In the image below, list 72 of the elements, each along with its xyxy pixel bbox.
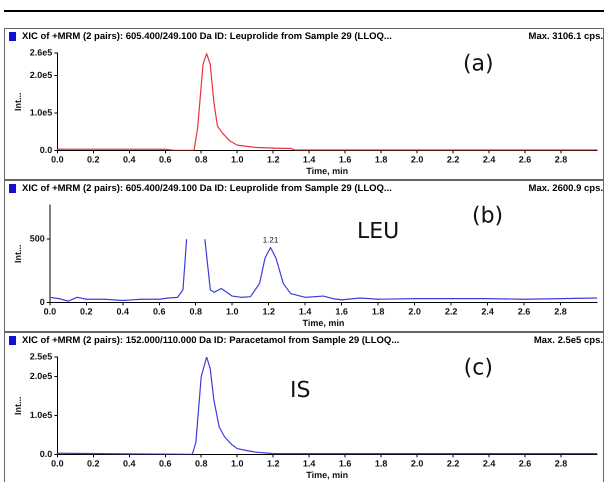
y-tick-label: 1.0e5 [30, 410, 52, 420]
chart-title: XIC of +MRM (2 pairs): 605.400/249.100 Da ID: Leuprolide from Sample 29 (LLOQ... [22, 30, 393, 42]
text: Max. 2.5e5 cps. [534, 334, 603, 346]
x-tick-label: 1.0 [230, 458, 244, 468]
y-tick-label: 2.0e5 [30, 370, 52, 381]
x-tick-label: 1.4 [298, 306, 312, 316]
x-tick-label: 2.8 [554, 154, 568, 164]
y-tick-label: 0 [40, 296, 45, 307]
y-tick-label: 500 [30, 234, 45, 244]
x-tick-label: 0.6 [152, 306, 166, 316]
annotation: (a) [462, 51, 494, 76]
x-tick-label: 1.8 [372, 306, 384, 316]
x-tick-label: 0.8 [194, 458, 208, 468]
x-tick-label: 2.8 [554, 306, 567, 316]
annotation: IS [290, 378, 310, 403]
chart-title: XIC of +MRM (2 pairs): 605.400/249.100 Da ID: Leuprolide from Sample 29 (LLOQ... [22, 182, 393, 194]
x-tick-label: 1.6 [338, 154, 352, 164]
text: Max. 3106.1 cps. [528, 30, 603, 42]
x-tick-label: 1.2 [266, 458, 280, 468]
x-tick-label: 1.4 [302, 154, 316, 164]
x-tick-label: 2.2 [446, 154, 460, 164]
y-axis-title: Int... [12, 244, 23, 263]
y-tick-label: 0.0 [40, 448, 52, 459]
y-tick-label: 2.5e5 [30, 351, 52, 362]
annotation: 1.21 [262, 236, 279, 245]
x-tick-label: 0.4 [123, 154, 136, 164]
x-axis-title: Time, min [302, 318, 344, 328]
annotation: LEU [356, 218, 400, 244]
x-tick-label: 0.0 [51, 154, 64, 164]
x-tick-label: 0.8 [194, 154, 208, 164]
x-tick-label: 2.4 [482, 458, 496, 468]
x-tick-label: 1.8 [374, 154, 388, 164]
annotation: (c) [464, 355, 493, 380]
x-tick-label: 0.2 [80, 306, 93, 316]
x-tick-label: 1.4 [302, 458, 316, 468]
y-tick-label: 1.0e5 [30, 107, 52, 118]
x-tick-label: 2.4 [482, 154, 496, 164]
chart-title: XIC of +MRM (2 pairs): 152.000/110.000 Da ID: Paracetamol from Sample 29 (LLOQ... [22, 334, 400, 346]
x-tick-label: 0.6 [159, 154, 172, 164]
annotation: (b) [472, 203, 504, 228]
x-axis-title: Time, min [306, 166, 348, 176]
x-tick-label: 2.8 [554, 458, 568, 468]
x-tick-label: 1.8 [374, 458, 388, 468]
y-axis-title: Int... [12, 396, 23, 415]
x-tick-label: 2.0 [408, 306, 421, 316]
x-tick-label: 0.2 [87, 458, 100, 468]
x-tick-label: 1.2 [266, 154, 280, 164]
x-tick-label: 2.6 [518, 458, 532, 468]
x-tick-label: 2.0 [410, 154, 424, 164]
x-tick-label: 0.0 [51, 458, 64, 468]
y-tick-label: 0.0 [40, 144, 52, 155]
x-tick-label: 0.2 [87, 154, 100, 164]
y-tick-label: 2.0e5 [30, 70, 52, 80]
x-tick-label: 1.2 [262, 306, 275, 316]
x-tick-label: 1.0 [226, 306, 238, 316]
x-tick-label: 0.4 [123, 458, 136, 468]
x-tick-label: 2.2 [444, 306, 458, 316]
text: Max. 2600.9 cps. [528, 182, 603, 194]
x-tick-label: 2.6 [518, 154, 532, 164]
y-tick-label: 2.6e5 [30, 47, 52, 58]
x-tick-label: 1.6 [338, 458, 352, 468]
x-tick-label: 1.0 [230, 154, 244, 164]
x-tick-label: 0.4 [116, 306, 130, 316]
y-axis-title: Int... [12, 92, 23, 111]
x-tick-label: 2.0 [410, 458, 424, 468]
x-tick-label: 2.2 [446, 458, 460, 468]
x-axis-title: Time, min [306, 470, 348, 480]
x-tick-label: 0.8 [189, 306, 202, 316]
x-tick-label: 1.6 [335, 306, 348, 316]
x-tick-label: 2.6 [518, 306, 530, 316]
x-tick-label: 0.6 [159, 458, 172, 468]
x-tick-label: 2.4 [481, 306, 494, 316]
